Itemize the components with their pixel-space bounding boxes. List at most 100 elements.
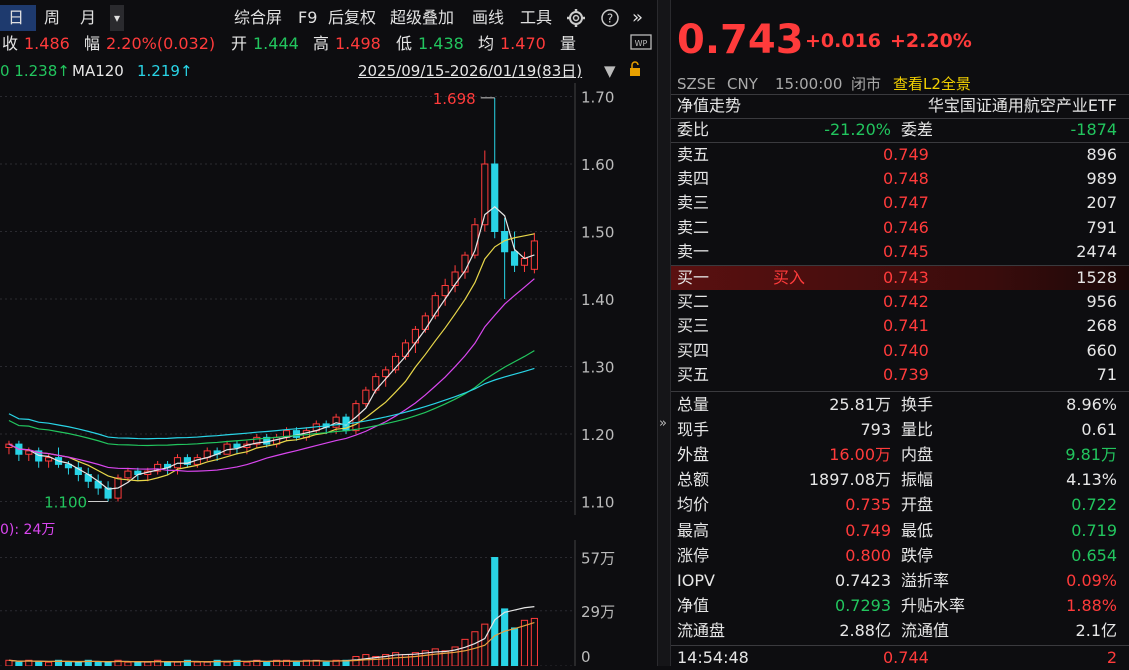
volume-bar bbox=[322, 661, 330, 666]
y-tick-label: 1.30 bbox=[581, 359, 614, 377]
l2-overview-link[interactable]: 查看L2全景 bbox=[893, 75, 971, 93]
lock-icon[interactable] bbox=[628, 61, 642, 82]
ask-price: 0.749 bbox=[883, 145, 929, 164]
high-value: 1.498 bbox=[335, 34, 381, 53]
low-value: 1.438 bbox=[418, 34, 464, 53]
drawing-button[interactable]: 画线 bbox=[472, 8, 505, 27]
high-price-marker: 1.698 bbox=[433, 90, 476, 108]
candle bbox=[362, 386, 370, 407]
kline-chart[interactable]: 1.70 1.60 1.50 1.40 1.30 1.20 1.10 1.698 1.100 bbox=[0, 83, 657, 515]
candle bbox=[124, 467, 132, 482]
candle bbox=[203, 447, 211, 461]
bid-row[interactable]: 买五 0.739 71 bbox=[671, 363, 1129, 387]
bid-vol: 268 bbox=[1086, 316, 1117, 336]
volume-bar bbox=[461, 638, 469, 666]
bid-label: 买五 bbox=[677, 364, 710, 384]
period-week-tab[interactable]: 周 bbox=[44, 8, 61, 27]
volume-chart[interactable]: 57万 29万 0 bbox=[0, 540, 657, 666]
bid-row[interactable]: 买四 0.740 660 bbox=[671, 339, 1129, 363]
candle bbox=[94, 474, 102, 495]
exchange-code: SZSE bbox=[677, 75, 716, 93]
y-tick-label: 1.40 bbox=[581, 291, 614, 309]
stat-label: 外盘 bbox=[677, 445, 710, 465]
ma20-line bbox=[8, 278, 535, 472]
stat-value: 0.654 bbox=[1071, 545, 1117, 565]
candle bbox=[392, 353, 400, 374]
bid-vol: 71 bbox=[1096, 364, 1117, 384]
bid-row[interactable]: 买二 0.742 956 bbox=[671, 290, 1129, 314]
ask-row[interactable]: 卖三 0.747 207 bbox=[671, 191, 1129, 215]
overview-button[interactable]: 综合屏 bbox=[234, 8, 283, 27]
volume-bar bbox=[35, 661, 43, 666]
stat-label: 开盘 bbox=[901, 495, 934, 515]
settings-gear-icon[interactable] bbox=[566, 5, 588, 31]
more-chevron-icon[interactable]: » bbox=[632, 7, 644, 28]
bid-row[interactable]: 买三 0.741 268 bbox=[671, 314, 1129, 338]
bid-row[interactable]: 买一 0.743 1528 买入 bbox=[671, 266, 1129, 290]
stat-value: 1897.08万 bbox=[808, 470, 891, 490]
range-dropdown-icon[interactable]: ▼ bbox=[604, 62, 616, 80]
volume-bar bbox=[45, 661, 53, 666]
volume-bar bbox=[292, 661, 301, 666]
candle bbox=[154, 461, 162, 475]
bid-vol: 1528 bbox=[1076, 268, 1117, 287]
candle bbox=[382, 366, 390, 387]
tools-button[interactable]: 工具 bbox=[520, 8, 553, 27]
ask-vol: 896 bbox=[1086, 145, 1117, 164]
stat-value: 2.88亿 bbox=[839, 620, 891, 640]
volume-bar bbox=[510, 627, 519, 666]
last-price: 0.743 bbox=[677, 17, 804, 63]
ma-indicator-line: 0 1.238↑ MA120 1.219↑ 2025/09/15-2026/01… bbox=[0, 61, 657, 81]
date-range-link[interactable]: 2025/09/15-2026/01/19(83日) bbox=[358, 62, 583, 80]
open-label: 开 bbox=[231, 34, 248, 53]
period-dropdown-icon[interactable]: ▾ bbox=[110, 5, 124, 31]
stats-row: 涨停 0.800 跌停 0.654 bbox=[671, 544, 1129, 568]
ask-row[interactable]: 卖五 0.749 896 bbox=[671, 143, 1129, 167]
price-change-pct: +2.20% bbox=[890, 30, 972, 52]
volume-bar bbox=[501, 608, 509, 666]
candle bbox=[273, 434, 281, 448]
period-day-tab[interactable]: 日 bbox=[0, 5, 36, 31]
market-status: 闭市 bbox=[851, 75, 882, 93]
y-tick-label: 1.10 bbox=[581, 494, 614, 512]
ma10-line bbox=[8, 233, 535, 482]
ask-row[interactable]: 卖一 0.745 2474 bbox=[671, 240, 1129, 264]
help-icon[interactable]: ? bbox=[600, 5, 622, 31]
panel-divider[interactable] bbox=[657, 0, 671, 666]
candle bbox=[481, 150, 489, 232]
ma120-value: 1.219↑ bbox=[137, 62, 193, 80]
kline-panel[interactable]: 日 周 月 ▾ 综合屏 F9 后复权 超级叠加 画线 工具 ? » 收 1.48… bbox=[0, 0, 657, 666]
adjust-button[interactable]: 后复权 bbox=[328, 8, 377, 27]
buy-button[interactable]: 买入 bbox=[773, 268, 806, 287]
f9-button[interactable]: F9 bbox=[298, 8, 318, 27]
stat-value: 0.735 bbox=[845, 495, 891, 515]
stat-label: 均价 bbox=[677, 495, 710, 515]
currency-code: CNY bbox=[727, 75, 758, 93]
ask-row[interactable]: 卖二 0.746 791 bbox=[671, 216, 1129, 240]
overlay-button[interactable]: 超级叠加 bbox=[390, 8, 455, 27]
tick-vol: 2 bbox=[1106, 648, 1117, 667]
ask-label: 卖一 bbox=[677, 241, 710, 261]
ask-vol: 2474 bbox=[1076, 241, 1117, 261]
close-value: 1.486 bbox=[24, 34, 70, 53]
volume-bar bbox=[193, 661, 201, 666]
price-change: +0.016 bbox=[805, 30, 882, 52]
quote-panel: 0.743 +0.016 +2.20% SZSE CNY 15:00:00 闭市… bbox=[671, 0, 1129, 667]
ask-label: 卖二 bbox=[677, 217, 710, 237]
stats-row: IOPV 0.7423 溢折率 0.09% bbox=[671, 569, 1129, 593]
stats-row: 均价 0.735 开盘 0.722 bbox=[671, 493, 1129, 517]
period-month-tab[interactable]: 月 bbox=[80, 8, 97, 27]
stat-value: 4.13% bbox=[1066, 470, 1117, 490]
bid-price: 0.739 bbox=[883, 364, 929, 384]
stat-value: 0.800 bbox=[845, 545, 891, 565]
collapse-arrow-icon[interactable]: » bbox=[659, 416, 667, 431]
weibi-label: 委比 bbox=[677, 120, 710, 139]
wp-icon[interactable]: WP bbox=[630, 34, 652, 56]
ask-row[interactable]: 卖四 0.748 989 bbox=[671, 167, 1129, 191]
volume-indicator-label: 0): 24万 bbox=[0, 522, 56, 538]
low-label: 低 bbox=[396, 34, 413, 53]
vol-ma10-line bbox=[8, 622, 535, 663]
candle bbox=[501, 218, 509, 299]
ma120-label: MA120 bbox=[72, 62, 124, 80]
nav-trend-tab[interactable]: 净值走势 bbox=[677, 96, 742, 115]
